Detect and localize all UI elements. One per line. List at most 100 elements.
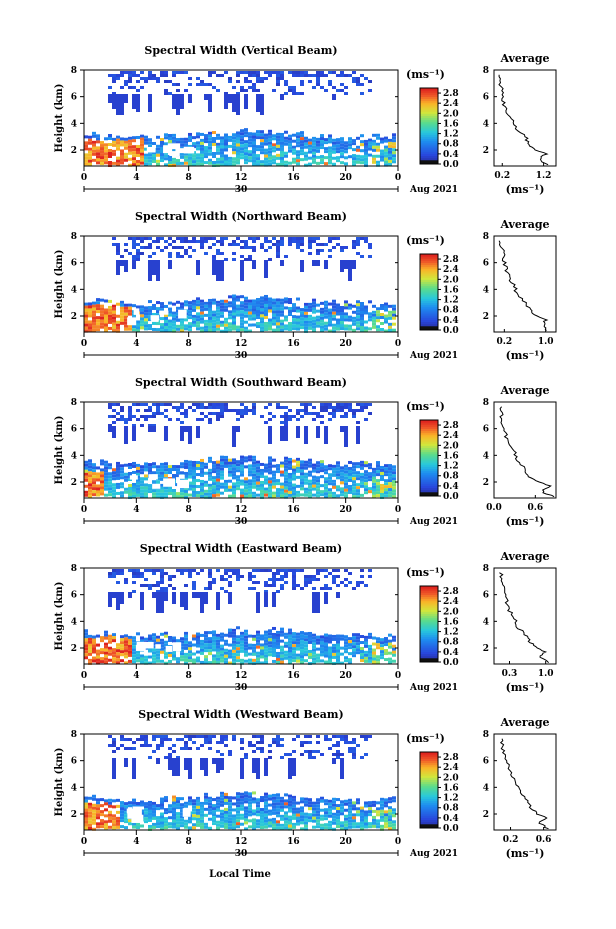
heatmap-cell [384, 488, 388, 492]
heatmap-cell [164, 592, 168, 595]
heatmap-cell [156, 301, 160, 305]
heatmap-cell [240, 246, 244, 249]
heatmap-cell [200, 633, 204, 637]
heatmap-cell [96, 149, 100, 153]
heatmap-cell [212, 269, 216, 272]
heatmap-cell [84, 817, 88, 821]
heatmap-cell [160, 738, 164, 741]
heatmap-cell [236, 109, 240, 112]
heatmap-cell [304, 154, 308, 158]
heatmap-cell [240, 637, 244, 641]
colorbar-segment [420, 264, 438, 268]
heatmap-cell [212, 237, 216, 240]
heatmap-cell [88, 637, 92, 641]
heatmap-cell [228, 304, 232, 308]
heatmap-cell [100, 313, 104, 317]
colorbar-segment [420, 275, 438, 278]
heatmap-cell [96, 655, 100, 659]
heatmap-cell [176, 112, 180, 115]
heatmap-cell [168, 653, 172, 657]
heatmap-cell [184, 658, 188, 662]
heatmap-cell [240, 770, 244, 773]
heatmap-cell [264, 240, 268, 243]
heatmap-cell [256, 595, 260, 598]
heatmap-cell [136, 493, 140, 497]
heatmap-cell [240, 138, 244, 142]
heatmap-cell [292, 656, 296, 660]
heatmap-cell [272, 653, 276, 657]
heatmap-cell [220, 758, 224, 761]
heatmap-cell [348, 275, 352, 278]
heatmap-cell [368, 153, 372, 157]
heatmap-cell [376, 163, 380, 167]
heatmap-cell [380, 477, 384, 481]
heatmap-cell [336, 756, 340, 759]
heatmap-cell [232, 133, 236, 137]
heatmap-cell [368, 635, 372, 639]
heatmap-cell [116, 798, 120, 802]
heatmap-cell [300, 655, 304, 659]
heatmap-cell [108, 572, 112, 575]
heatmap-cell [300, 634, 304, 638]
heatmap-cell [88, 823, 92, 827]
heatmap-cell [336, 643, 340, 647]
heatmap-cell [332, 470, 336, 474]
heatmap-cell [364, 160, 368, 164]
heatmap-cell [280, 150, 284, 154]
heatmap-cell [140, 143, 144, 147]
heatmap-cell [200, 305, 204, 309]
heatmap-cell [240, 328, 244, 332]
heatmap-cell [192, 658, 196, 662]
heatmap-cell [228, 144, 232, 148]
heatmap-cell [336, 159, 340, 163]
heatmap-cell [136, 478, 140, 482]
heatmap-cell [244, 406, 248, 409]
heatmap-cell [248, 473, 252, 477]
heatmap-cell [132, 761, 136, 764]
heatmap-cell [160, 610, 164, 613]
heatmap-cell [216, 460, 220, 464]
heatmap-cell [212, 470, 216, 474]
heatmap-cell [136, 403, 140, 406]
heatmap-cell [96, 140, 100, 144]
heatmap-cell [200, 604, 204, 607]
heatmap-cell [140, 134, 144, 138]
heatmap-cell [284, 151, 288, 155]
colorbar-segment [420, 111, 438, 114]
heatmap-cell [236, 146, 240, 150]
heatmap-cell [196, 272, 200, 275]
heatmap-cell [220, 647, 224, 651]
heatmap-cell [272, 575, 276, 578]
heatmap-cell [200, 83, 204, 86]
average-profile-line [498, 74, 549, 166]
heatmap-cell [284, 415, 288, 418]
heatmap-cell [328, 155, 332, 159]
colorbar-segment [420, 474, 438, 478]
heatmap-cell [252, 661, 256, 665]
heatmap-cell [132, 424, 136, 427]
heatmap-cell [292, 151, 296, 155]
heatmap-cell [292, 647, 296, 651]
heatmap-cell [148, 153, 152, 157]
heatmap-cell [392, 322, 396, 326]
heatmap-cell [312, 756, 316, 759]
heatmap-cell [208, 325, 212, 329]
heatmap-cell [116, 97, 120, 100]
heatmap-cell [196, 735, 200, 738]
heatmap-cell [324, 324, 328, 328]
heatmap-cell [312, 660, 316, 664]
heatmap-cell [88, 802, 92, 806]
heatmap-cell [172, 74, 176, 77]
heatmap-cell [236, 143, 240, 147]
heatmap-cell [280, 97, 284, 100]
heatmap-cell [388, 316, 392, 320]
heatmap-cell [244, 480, 248, 484]
heatmap-cell [252, 323, 256, 327]
heatmap-cell [216, 750, 220, 753]
heatmap-cell [336, 661, 340, 665]
heatmap-cell [176, 821, 180, 825]
heatmap-cell [280, 587, 284, 590]
heatmap-cell [212, 654, 216, 658]
colorbar-segment [420, 458, 438, 461]
heatmap-cell [276, 313, 280, 317]
